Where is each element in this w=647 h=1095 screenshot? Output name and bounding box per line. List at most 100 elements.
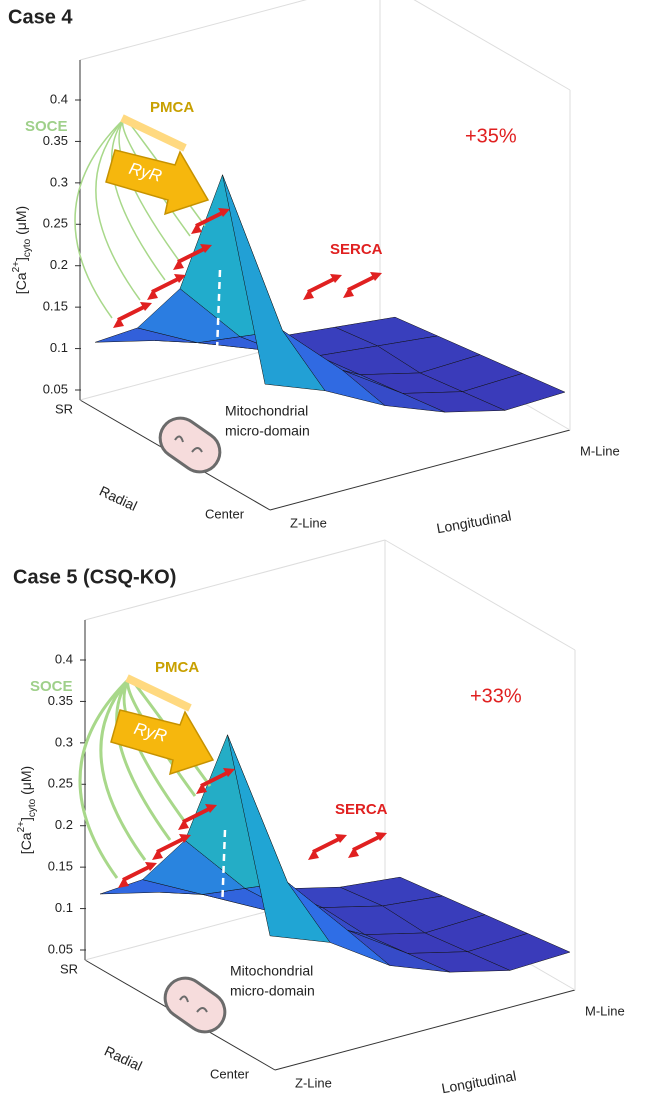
flux-arrow [347, 274, 377, 292]
z-tick-label: 0.35 [48, 693, 73, 708]
panel: Case 5 (CSQ-KO) 0.05 0.1 0.15 0.2 0.25 0.3 0.35… [13, 539, 625, 1095]
z-tick-label: 0.2 [50, 257, 68, 272]
flux-arrow-head [152, 834, 191, 860]
chart-title: Case 4 [8, 6, 73, 28]
z-tick-label: 0.3 [50, 174, 68, 189]
z-tick-label: 0.35 [43, 133, 68, 148]
soce-label: SOCE [25, 118, 68, 135]
box-edge [413, 0, 571, 91]
pmca-bar [125, 674, 192, 712]
y-axis-label: Radial [102, 1043, 145, 1074]
soce-arrow [99, 676, 147, 861]
change-label: +35% [465, 125, 517, 147]
z-label-part: ] [13, 257, 29, 261]
z-tick-label: 0.05 [43, 381, 68, 396]
flux-arrow [117, 304, 147, 322]
z-tick-label: 0.1 [55, 900, 73, 915]
soce-arrow [95, 117, 141, 301]
flux-arrow-head [113, 302, 152, 328]
z-label-part: 2+ [16, 821, 27, 833]
x-end-label: M-Line [580, 443, 620, 458]
ryr-arrow [110, 709, 215, 776]
mitochondrion [163, 976, 227, 1034]
flux-arrow [312, 836, 342, 854]
flux-arrow-head [147, 274, 186, 300]
flux-arrow-head [191, 208, 230, 234]
z-label-part: (μM) [13, 206, 29, 239]
serca-label: SERCA [330, 241, 383, 258]
mitochondrion [158, 416, 222, 474]
flux-arrow-head [303, 274, 342, 300]
y-end-label: Center [210, 1066, 250, 1081]
flux-arrow-head [343, 272, 382, 298]
z-tick-label: 0.4 [50, 91, 68, 106]
mito-label: micro-domain [225, 423, 310, 439]
z-label-part: [Ca [13, 272, 29, 294]
flux-arrow [195, 210, 225, 228]
z-tick-label: 0.15 [48, 859, 73, 874]
mito-line [218, 829, 227, 966]
z-label-part: ] [18, 817, 34, 821]
y-end-label: Center [205, 506, 245, 521]
flux-arrow [122, 864, 152, 882]
box-edge [84, 539, 386, 621]
panel: Case 4 0.05 0.1 0.15 0.2 0.25 0.3 0.35 0.4 [Ca2+]… [8, 0, 620, 536]
axis-line [274, 989, 576, 1071]
z-axis-label: [Ca2+]cyto (μM) [16, 766, 38, 854]
z-label-part: [Ca [18, 832, 34, 854]
pmca-label: PMCA [155, 659, 199, 676]
y-axis-label: Radial [97, 483, 140, 514]
z-label-part: 2+ [11, 261, 22, 273]
z-tick-label: 0.15 [43, 299, 68, 314]
mito-label: micro-domain [230, 983, 315, 999]
chart-title: Case 5 (CSQ-KO) [13, 566, 176, 588]
flux-arrow-head [196, 768, 235, 794]
serca-label: SERCA [335, 801, 388, 818]
axis-line [269, 429, 571, 511]
box-edge [384, 539, 576, 651]
surface-cell [222, 174, 326, 392]
flux-arrow-head [348, 832, 387, 858]
box-edge [79, 0, 307, 61]
z-tick-label: 0.1 [50, 340, 68, 355]
flux-arrow [156, 836, 186, 854]
mito-crista [179, 995, 208, 1013]
flux-arrow [177, 246, 207, 264]
x-end-label: Z-Line [290, 515, 327, 530]
z-tick-label: 0.05 [48, 941, 73, 956]
z-axis-label: [Ca2+]cyto (μM) [11, 206, 33, 294]
flux-arrow [352, 834, 382, 852]
flux-arrow [151, 276, 181, 294]
x-axis-label: Longitudinal [435, 507, 512, 536]
x-axis-label: Longitudinal [440, 1067, 517, 1095]
flux-arrow [200, 770, 230, 788]
pmca-bar [120, 114, 187, 152]
flux-arrow [182, 806, 212, 824]
soce-arrow [74, 117, 126, 319]
flux-arrow-head [173, 244, 212, 270]
change-label: +33% [470, 685, 522, 707]
mito-label: Mitochondrial [225, 403, 308, 419]
ryr-arrow [105, 149, 210, 216]
z-label-part: cyto [22, 238, 33, 257]
z-label-part: (μM) [18, 766, 34, 799]
mito-label: Mitochondrial [230, 963, 313, 979]
y-end-label: SR [55, 401, 73, 416]
y-end-label: SR [60, 961, 78, 976]
z-tick-label: 0.25 [43, 216, 68, 231]
z-tick-label: 0.3 [55, 734, 73, 749]
flux-arrow-head [118, 862, 157, 888]
flux-arrow-head [178, 804, 217, 830]
pmca-label: PMCA [150, 99, 194, 116]
flux-arrow [307, 276, 337, 294]
x-end-label: M-Line [585, 1003, 625, 1018]
soce-arrow [78, 676, 132, 879]
mito-line [213, 269, 222, 406]
x-end-label: Z-Line [295, 1075, 332, 1090]
z-label-part: cyto [27, 798, 38, 817]
mito-crista [174, 435, 203, 453]
z-tick-label: 0.2 [55, 817, 73, 832]
flux-arrow-head [308, 834, 347, 860]
